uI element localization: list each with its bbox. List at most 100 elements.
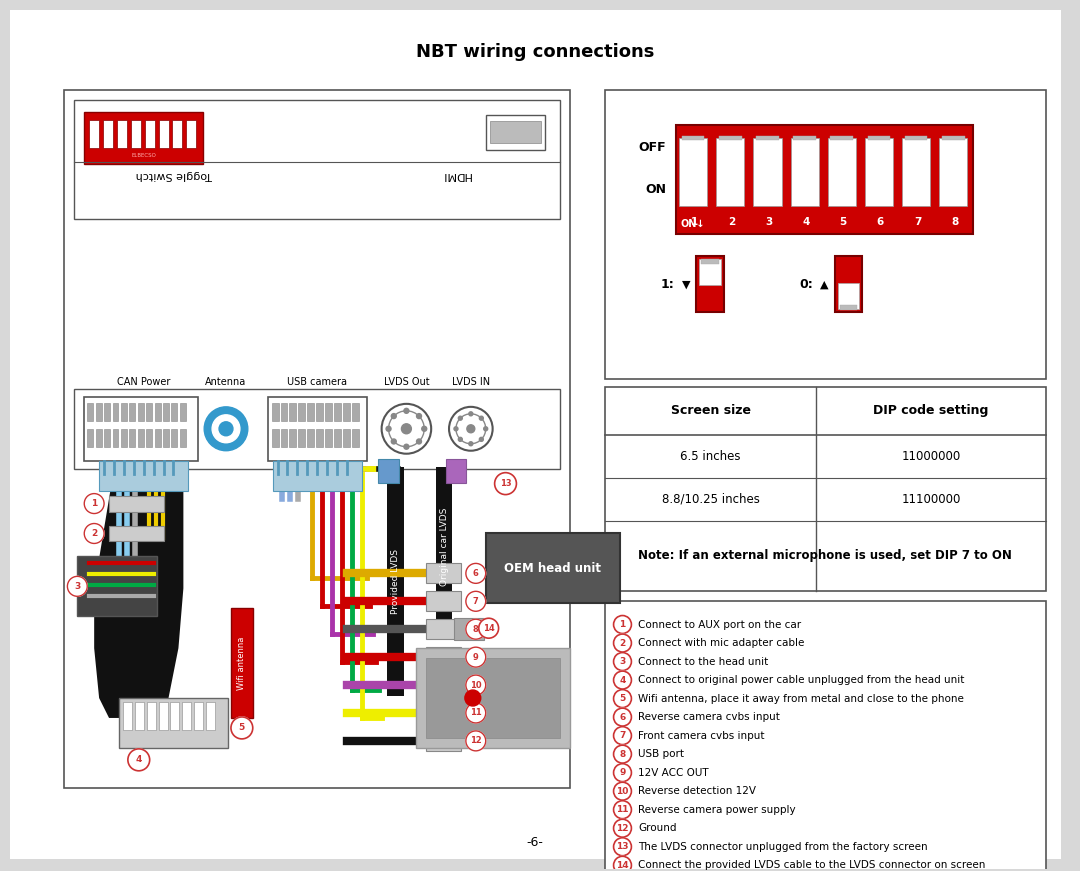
Text: 5: 5 [239,724,245,733]
Circle shape [465,703,486,723]
Bar [154,403,161,421]
Circle shape [613,690,632,707]
Text: 1: 1 [91,499,97,508]
Bar [298,403,306,421]
Text: 4: 4 [136,755,141,765]
Bar [135,702,144,730]
Bar [183,702,191,730]
Circle shape [404,408,409,414]
Bar [794,136,815,140]
Circle shape [381,404,431,454]
Bar [827,138,856,206]
Bar [308,403,314,421]
Bar [905,136,928,140]
Text: Antenna: Antenna [205,377,246,387]
Bar [427,731,461,751]
Bar [605,387,1045,591]
Circle shape [613,820,632,837]
Text: 4: 4 [619,676,625,685]
Circle shape [454,427,458,431]
Circle shape [391,414,396,419]
Text: 1:: 1: [660,278,674,291]
Bar [679,138,707,206]
Text: 4: 4 [802,218,810,227]
Bar [942,136,964,140]
Circle shape [464,690,481,706]
Text: Connect to AUX port on the car: Connect to AUX port on the car [638,619,801,630]
Bar [719,136,742,140]
Text: Front camera cvbs input: Front camera cvbs input [638,731,765,740]
Text: NBT wiring connections: NBT wiring connections [416,43,654,61]
Bar [272,461,362,490]
Bar [699,260,720,285]
Text: 2: 2 [91,529,97,538]
Text: 13: 13 [500,479,511,488]
Bar [436,467,453,626]
Circle shape [231,717,253,739]
Bar [427,703,461,723]
Bar [289,429,296,447]
Circle shape [417,439,421,444]
Circle shape [465,619,486,639]
Bar [791,138,819,206]
Circle shape [422,426,427,431]
Bar [676,125,973,234]
Bar [427,591,461,611]
Bar [446,459,465,483]
Bar [605,90,1045,379]
Bar [352,429,359,447]
Text: 8: 8 [951,218,958,227]
Text: 8: 8 [619,750,625,759]
Bar [486,115,545,150]
Text: 7: 7 [914,218,921,227]
Text: HDMI: HDMI [441,170,471,179]
Circle shape [417,414,421,419]
Bar [112,403,119,421]
Circle shape [127,749,150,771]
Bar [281,429,287,447]
Text: 7: 7 [473,597,478,606]
Bar [119,698,228,748]
Bar [121,403,126,421]
Bar [194,702,203,730]
Text: 11000000: 11000000 [902,449,961,463]
Text: Connect to the head unit: Connect to the head unit [638,657,769,666]
Text: Reverse detection 12V: Reverse detection 12V [638,787,756,796]
Text: Note: If an external microphone is used, set DIP 7 to ON: Note: If an external microphone is used,… [638,550,1012,563]
Text: Connect with mic adapter cable: Connect with mic adapter cable [638,638,805,648]
Text: 3: 3 [75,582,80,591]
Bar [271,429,279,447]
Text: ON: ON [645,183,666,196]
Bar [271,403,279,421]
Bar [65,90,570,787]
Bar [754,138,782,206]
Text: 6: 6 [619,712,625,721]
Text: 9: 9 [619,768,625,777]
Circle shape [391,439,396,444]
Bar [940,138,968,206]
Bar [865,138,893,206]
Text: LVDS Out: LVDS Out [383,377,429,387]
Bar [352,403,359,421]
Bar [343,403,350,421]
Bar [130,429,135,447]
Bar [90,119,99,147]
Circle shape [402,424,411,434]
Circle shape [458,416,462,420]
Polygon shape [94,469,184,718]
Bar [109,525,163,542]
Circle shape [386,426,391,431]
Bar [289,403,296,421]
Circle shape [613,634,632,652]
Bar [154,429,161,447]
Bar [268,397,367,461]
Bar [173,119,183,147]
Text: 12V ACC OUT: 12V ACC OUT [638,767,708,778]
Bar [316,403,323,421]
Circle shape [613,838,632,855]
Text: 7: 7 [619,731,625,740]
Text: LVDS IN: LVDS IN [451,377,490,387]
Bar [605,601,1045,871]
Circle shape [67,577,87,597]
Text: -6-: -6- [527,836,543,849]
